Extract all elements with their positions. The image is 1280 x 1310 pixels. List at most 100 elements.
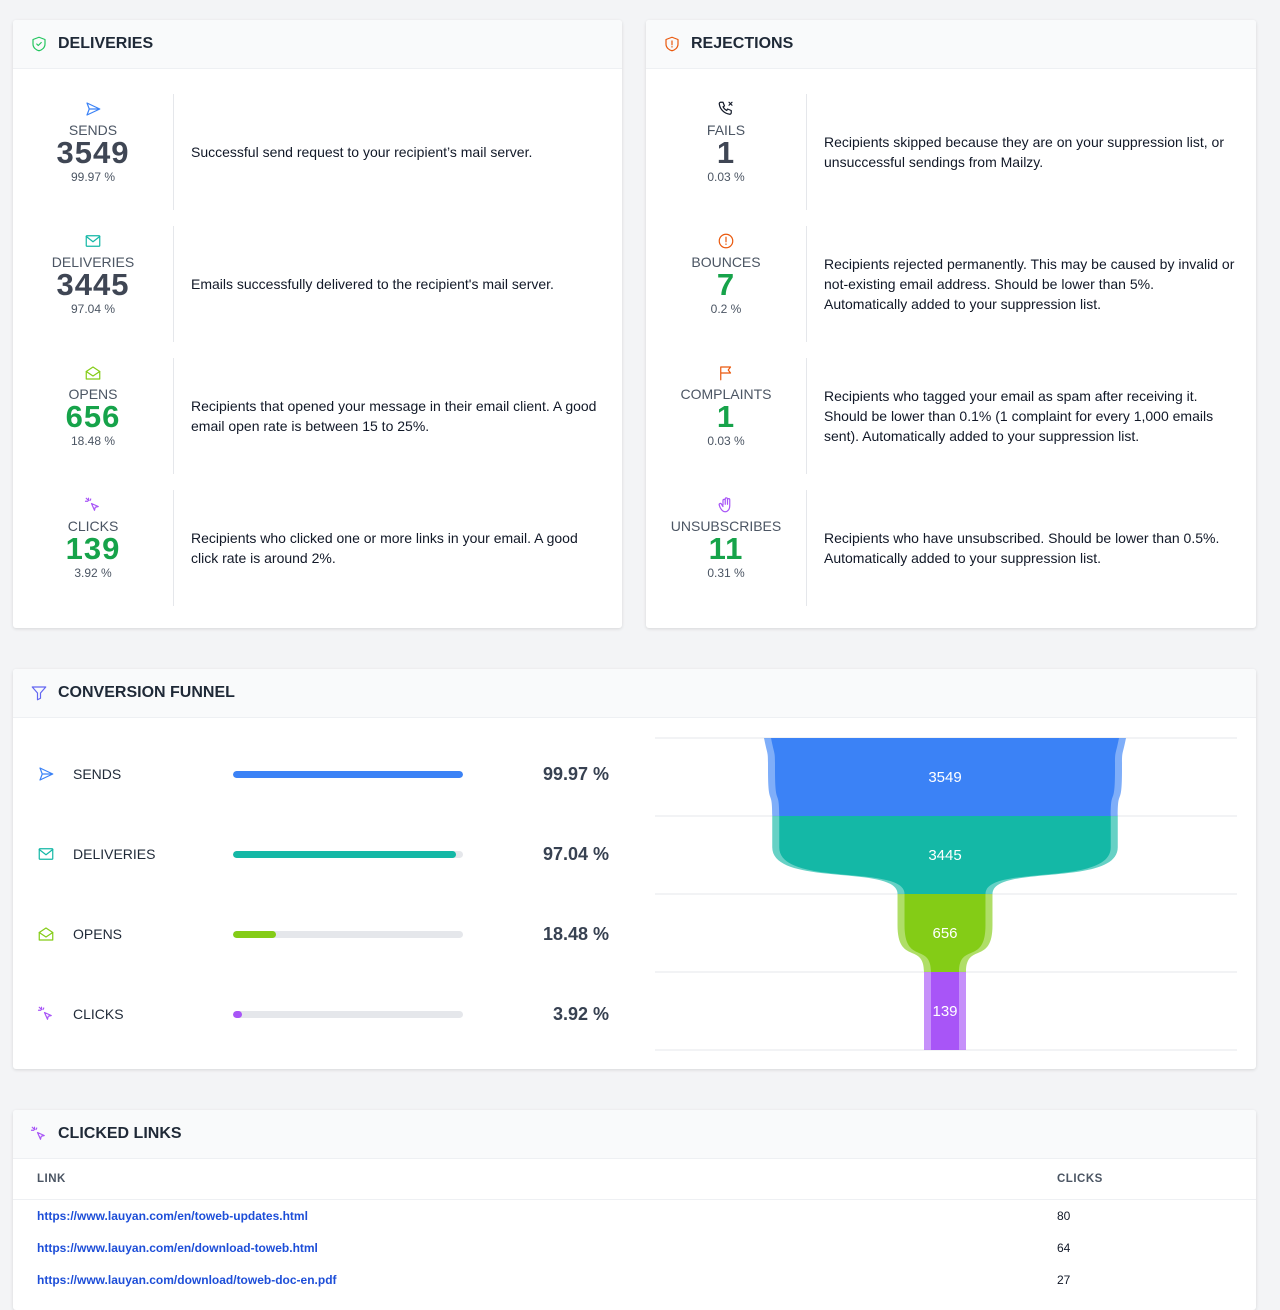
row-percent: 99.97 %: [542, 763, 609, 784]
row-icon: [37, 1005, 55, 1023]
page: DELIVERIES SENDS 3549 99.97 % Successful sen…: [13, 20, 1256, 1310]
funnel-chart: 3549 3445 656 139: [655, 737, 1237, 1051]
link[interactable]: https://www.lauyan.com/en/toweb-updates.…: [37, 1209, 308, 1223]
header-icon: [30, 684, 58, 702]
stat-value: 656: [65, 399, 121, 434]
link-cell: https://www.lauyan.com/download/toweb-do…: [13, 1264, 1033, 1296]
funnel-segment: [931, 972, 959, 1050]
stat-percent: 0.03 %: [707, 434, 745, 448]
progress-bar: [233, 850, 457, 858]
stat-label: COMPLAINTS: [680, 386, 772, 402]
stat-label: OPENS: [68, 386, 118, 402]
row-percent: 18.48 %: [542, 923, 609, 944]
row-label: DELIVERIES: [73, 846, 156, 862]
description-text: Recipients who clicked one or more links…: [191, 530, 578, 566]
funnel-value: 3445: [928, 847, 961, 864]
panel-header: DELIVERIES: [13, 20, 622, 69]
description-text: Recipients skipped because they are on y…: [824, 134, 1224, 170]
stat-label: CLICKS: [67, 518, 119, 534]
stat-description: Recipients rejected permanently. This ma…: [807, 226, 1256, 342]
stat-percent: 99.97 %: [70, 170, 116, 184]
stat-description: Recipients who clicked one or more links…: [174, 490, 622, 606]
table-header: LINK CLICKS: [13, 1159, 1256, 1200]
stat-percent: 3.92 %: [74, 566, 112, 580]
funnel-row: CLICKS 3.92 %: [13, 1004, 633, 1024]
stat: COMPLAINTS 1 0.03 %: [646, 358, 807, 474]
table-row: https://www.lauyan.com/download/toweb-do…: [13, 1264, 1256, 1296]
stat-percent: 0.2 %: [710, 302, 742, 316]
panel-title: CONVERSION FUNNEL: [58, 684, 235, 701]
clicks-cell: 27: [1057, 1273, 1071, 1287]
stat-row: OPENS 656 18.48 % Recipients that opened yo…: [13, 358, 622, 474]
stat-percent: 18.48 %: [70, 434, 116, 448]
stat-icon: [646, 100, 806, 118]
progress-track: [233, 1010, 463, 1018]
stat-icon: [646, 232, 806, 250]
description-text: Successful send request to your recipien…: [191, 144, 533, 160]
stat-label: FAILS: [706, 122, 746, 138]
panel-header: REJECTIONS: [646, 20, 1256, 69]
column-header: CLICKS: [1033, 1159, 1256, 1200]
stat-row: UNSUBSCRIBES 11 0.31 % Recipients who have …: [646, 490, 1256, 606]
progress-bar: [233, 1010, 243, 1018]
stat-icon: [646, 496, 806, 514]
funnel-value: 3549: [928, 769, 961, 786]
panel-title: REJECTIONS: [691, 35, 794, 52]
funnel-row: OPENS 18.48 %: [13, 924, 633, 944]
links-panel: CLICKED LINKS LINK CLICKS https://www.lauya…: [13, 1110, 1256, 1310]
links-table: LINK CLICKS https://www.lauyan.com/en/towe…: [13, 1159, 1256, 1296]
stat-description: Recipients who have unsubscribed. Should…: [807, 490, 1256, 606]
clicks-cell: 80: [1057, 1209, 1071, 1223]
stat-value: 7: [716, 267, 736, 302]
stat: DELIVERIES 3445 97.04 %: [13, 226, 174, 342]
progress-bar: [233, 770, 463, 778]
funnel-value: 139: [932, 1003, 957, 1020]
stat-value: 3445: [56, 267, 130, 302]
link[interactable]: https://www.lauyan.com/download/toweb-do…: [37, 1273, 337, 1287]
table-row: https://www.lauyan.com/en/download-toweb…: [13, 1232, 1256, 1264]
description-text: Recipients that opened your message in t…: [191, 398, 597, 434]
stat-value: 139: [65, 531, 121, 566]
link[interactable]: https://www.lauyan.com/en/download-toweb…: [37, 1241, 318, 1255]
stat-row: SENDS 3549 99.97 % Successful send request …: [13, 94, 622, 210]
funnel-panel: CONVERSION FUNNEL SENDS 99.97 % DELIVERIES 9…: [13, 669, 1256, 1069]
row-label: OPENS: [73, 926, 123, 942]
stat-icon: [13, 364, 173, 382]
stat-value: 11: [708, 531, 744, 566]
stat-label: SENDS: [68, 122, 118, 138]
row-icon: [37, 925, 55, 943]
funnel-row: DELIVERIES 97.04 %: [13, 844, 633, 864]
description-text: Recipients who tagged your email as spam…: [824, 388, 1214, 444]
progress-track: [233, 930, 463, 938]
stat-row: BOUNCES 7 0.2 % Recipients rejected permane…: [646, 226, 1256, 342]
description-text: Recipients who have unsubscribed. Should…: [824, 530, 1220, 566]
stat-label: UNSUBSCRIBES: [670, 518, 782, 534]
panel-header: CLICKED LINKS: [13, 1110, 1256, 1159]
stat-description: Successful send request to your recipien…: [174, 94, 622, 210]
progress-track: [233, 850, 463, 858]
stat-value: 3549: [56, 135, 130, 170]
clicks-cell: 64: [1057, 1241, 1071, 1255]
rejections-panel: REJECTIONS FAILS 1 0.03 % Recipients skipped…: [646, 20, 1256, 628]
description-text: Emails successfully delivered to the rec…: [191, 276, 554, 292]
stat-label: DELIVERIES: [51, 254, 135, 270]
progress-bar: [233, 930, 276, 938]
stat: CLICKS 139 3.92 %: [13, 490, 174, 606]
stat-description: Recipients who tagged your email as spam…: [807, 358, 1256, 474]
progress-track: [233, 770, 463, 778]
description-text: Recipients rejected permanently. This ma…: [824, 256, 1235, 312]
row-percent: 97.04 %: [542, 843, 609, 864]
header-icon: [30, 1125, 58, 1143]
stat-percent: 0.31 %: [707, 566, 745, 580]
stat-description: Emails successfully delivered to the rec…: [174, 226, 622, 342]
deliveries-panel: DELIVERIES SENDS 3549 99.97 % Successful sen…: [13, 20, 622, 628]
row-icon: [37, 845, 55, 863]
panel-title: DELIVERIES: [58, 35, 154, 52]
funnel-segment: [904, 894, 986, 972]
stat: UNSUBSCRIBES 11 0.31 %: [646, 490, 807, 606]
stat-description: Recipients skipped because they are on y…: [807, 94, 1256, 210]
header-icon: [30, 35, 58, 53]
stat-label: BOUNCES: [691, 254, 761, 270]
stat: OPENS 656 18.48 %: [13, 358, 174, 474]
row-percent: 3.92 %: [552, 1003, 609, 1024]
